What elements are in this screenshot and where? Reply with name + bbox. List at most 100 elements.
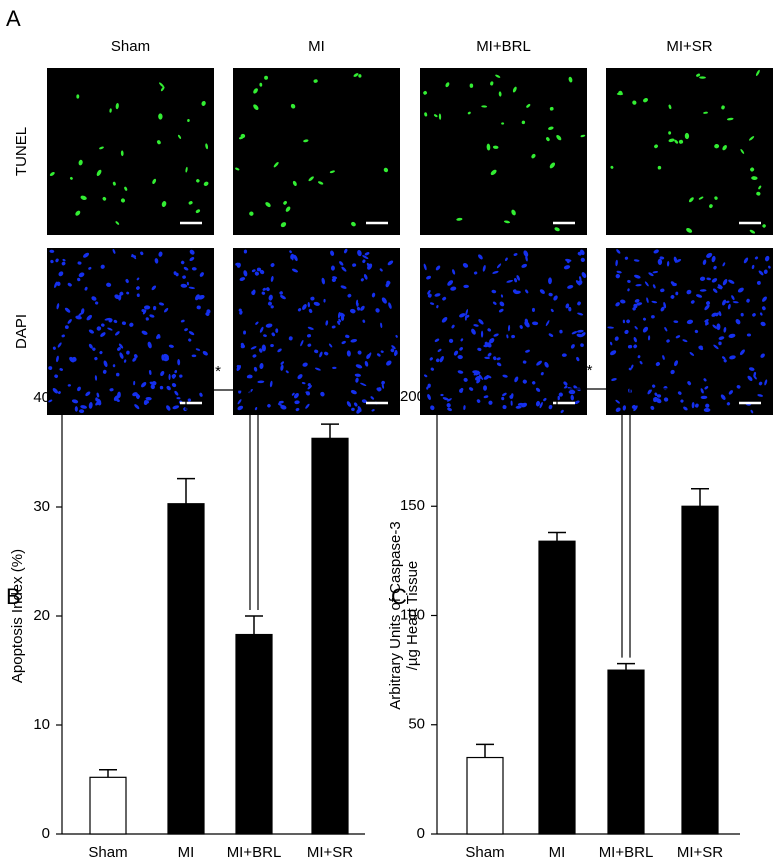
- nucleus: [158, 251, 163, 257]
- nucleus: [512, 86, 517, 93]
- nucleus: [292, 180, 297, 187]
- nucleus: [303, 139, 309, 143]
- nucleus: [674, 259, 682, 263]
- nucleus: [492, 145, 499, 149]
- nucleus: [503, 220, 511, 224]
- nucleus: [161, 201, 167, 208]
- nucleus: [178, 134, 182, 139]
- nucleus: [307, 326, 314, 330]
- nucleus: [67, 319, 72, 324]
- nucleus: [50, 259, 54, 264]
- nucleus: [666, 339, 670, 343]
- nucleus: [301, 382, 306, 385]
- nucleus: [78, 272, 85, 278]
- nucleus: [545, 320, 550, 327]
- nucleus: [709, 204, 713, 209]
- nucleus: [469, 387, 474, 391]
- nucleus: [168, 373, 171, 381]
- nucleus: [141, 382, 147, 388]
- y-tick-label: 40: [33, 389, 50, 406]
- nucleus: [83, 252, 90, 258]
- nucleus: [488, 400, 493, 405]
- nucleus: [61, 261, 66, 266]
- significance-marker: *: [291, 363, 297, 380]
- nucleus: [100, 264, 105, 269]
- nucleus: [177, 358, 181, 366]
- nucleus: [427, 293, 432, 298]
- nucleus: [712, 324, 718, 329]
- nucleus: [86, 314, 93, 321]
- nucleus: [713, 344, 719, 350]
- nucleus: [423, 91, 428, 95]
- nucleus: [363, 274, 368, 280]
- nucleus: [674, 360, 679, 367]
- nucleus: [495, 74, 501, 78]
- nucleus: [660, 306, 665, 312]
- nucleus: [367, 352, 372, 359]
- nucleus: [757, 394, 764, 397]
- nucleus: [58, 271, 64, 277]
- nucleus: [280, 222, 287, 228]
- nucleus: [622, 405, 627, 411]
- nucleus: [659, 256, 665, 260]
- nucleus: [75, 315, 82, 320]
- nucleus: [716, 323, 721, 331]
- nucleus: [261, 291, 266, 295]
- y-axis-title: Arbitrary Units of Caspase-3: [387, 521, 404, 709]
- nucleus: [195, 209, 201, 213]
- nucleus: [446, 403, 451, 408]
- nucleus: [252, 354, 257, 358]
- nucleus: [531, 307, 535, 312]
- nucleus: [447, 407, 452, 412]
- nucleus: [339, 261, 344, 266]
- nucleus: [187, 118, 190, 122]
- nucleus: [695, 294, 703, 298]
- nucleus: [718, 311, 722, 317]
- nucleus: [364, 360, 369, 367]
- nucleus: [516, 275, 520, 281]
- nucleus: [92, 347, 96, 351]
- nucleus: [158, 302, 165, 306]
- nucleus: [308, 308, 313, 314]
- nucleus: [430, 367, 434, 371]
- nucleus: [297, 374, 303, 380]
- significance-bracket: [629, 388, 701, 658]
- nucleus: [107, 327, 113, 331]
- bar: [235, 633, 273, 835]
- nucleus: [490, 169, 497, 176]
- y-tick-label: 150: [400, 497, 425, 514]
- nucleus: [74, 406, 78, 412]
- nucleus: [570, 394, 574, 401]
- nucleus: [690, 300, 695, 304]
- nucleus: [728, 279, 735, 284]
- nucleus: [259, 326, 264, 333]
- nucleus: [390, 348, 395, 353]
- y-tick-label: 20: [33, 607, 50, 624]
- nucleus: [247, 374, 253, 379]
- nucleus: [269, 380, 273, 388]
- nucleus: [163, 353, 169, 359]
- nucleus: [71, 399, 79, 404]
- row-label: TUNEL: [13, 127, 30, 176]
- nucleus: [526, 322, 530, 328]
- nucleus: [94, 356, 98, 361]
- nucleus: [94, 375, 98, 381]
- nucleus: [280, 364, 284, 371]
- y-axis-title: /µg Heart Tissue: [404, 561, 421, 671]
- nucleus: [78, 159, 83, 166]
- nucleus: [277, 403, 282, 406]
- nucleus: [463, 284, 469, 289]
- nucleus: [91, 296, 97, 301]
- nucleus: [683, 406, 688, 411]
- nucleus: [624, 329, 629, 335]
- nucleus: [143, 305, 151, 310]
- nucleus: [381, 297, 387, 304]
- nucleus: [726, 117, 734, 121]
- nucleus: [174, 369, 178, 374]
- nucleus: [270, 275, 274, 282]
- micrograph: [606, 68, 773, 235]
- nucleus: [430, 405, 435, 411]
- nucleus: [56, 303, 60, 310]
- nucleus: [270, 305, 274, 309]
- nucleus: [125, 278, 129, 284]
